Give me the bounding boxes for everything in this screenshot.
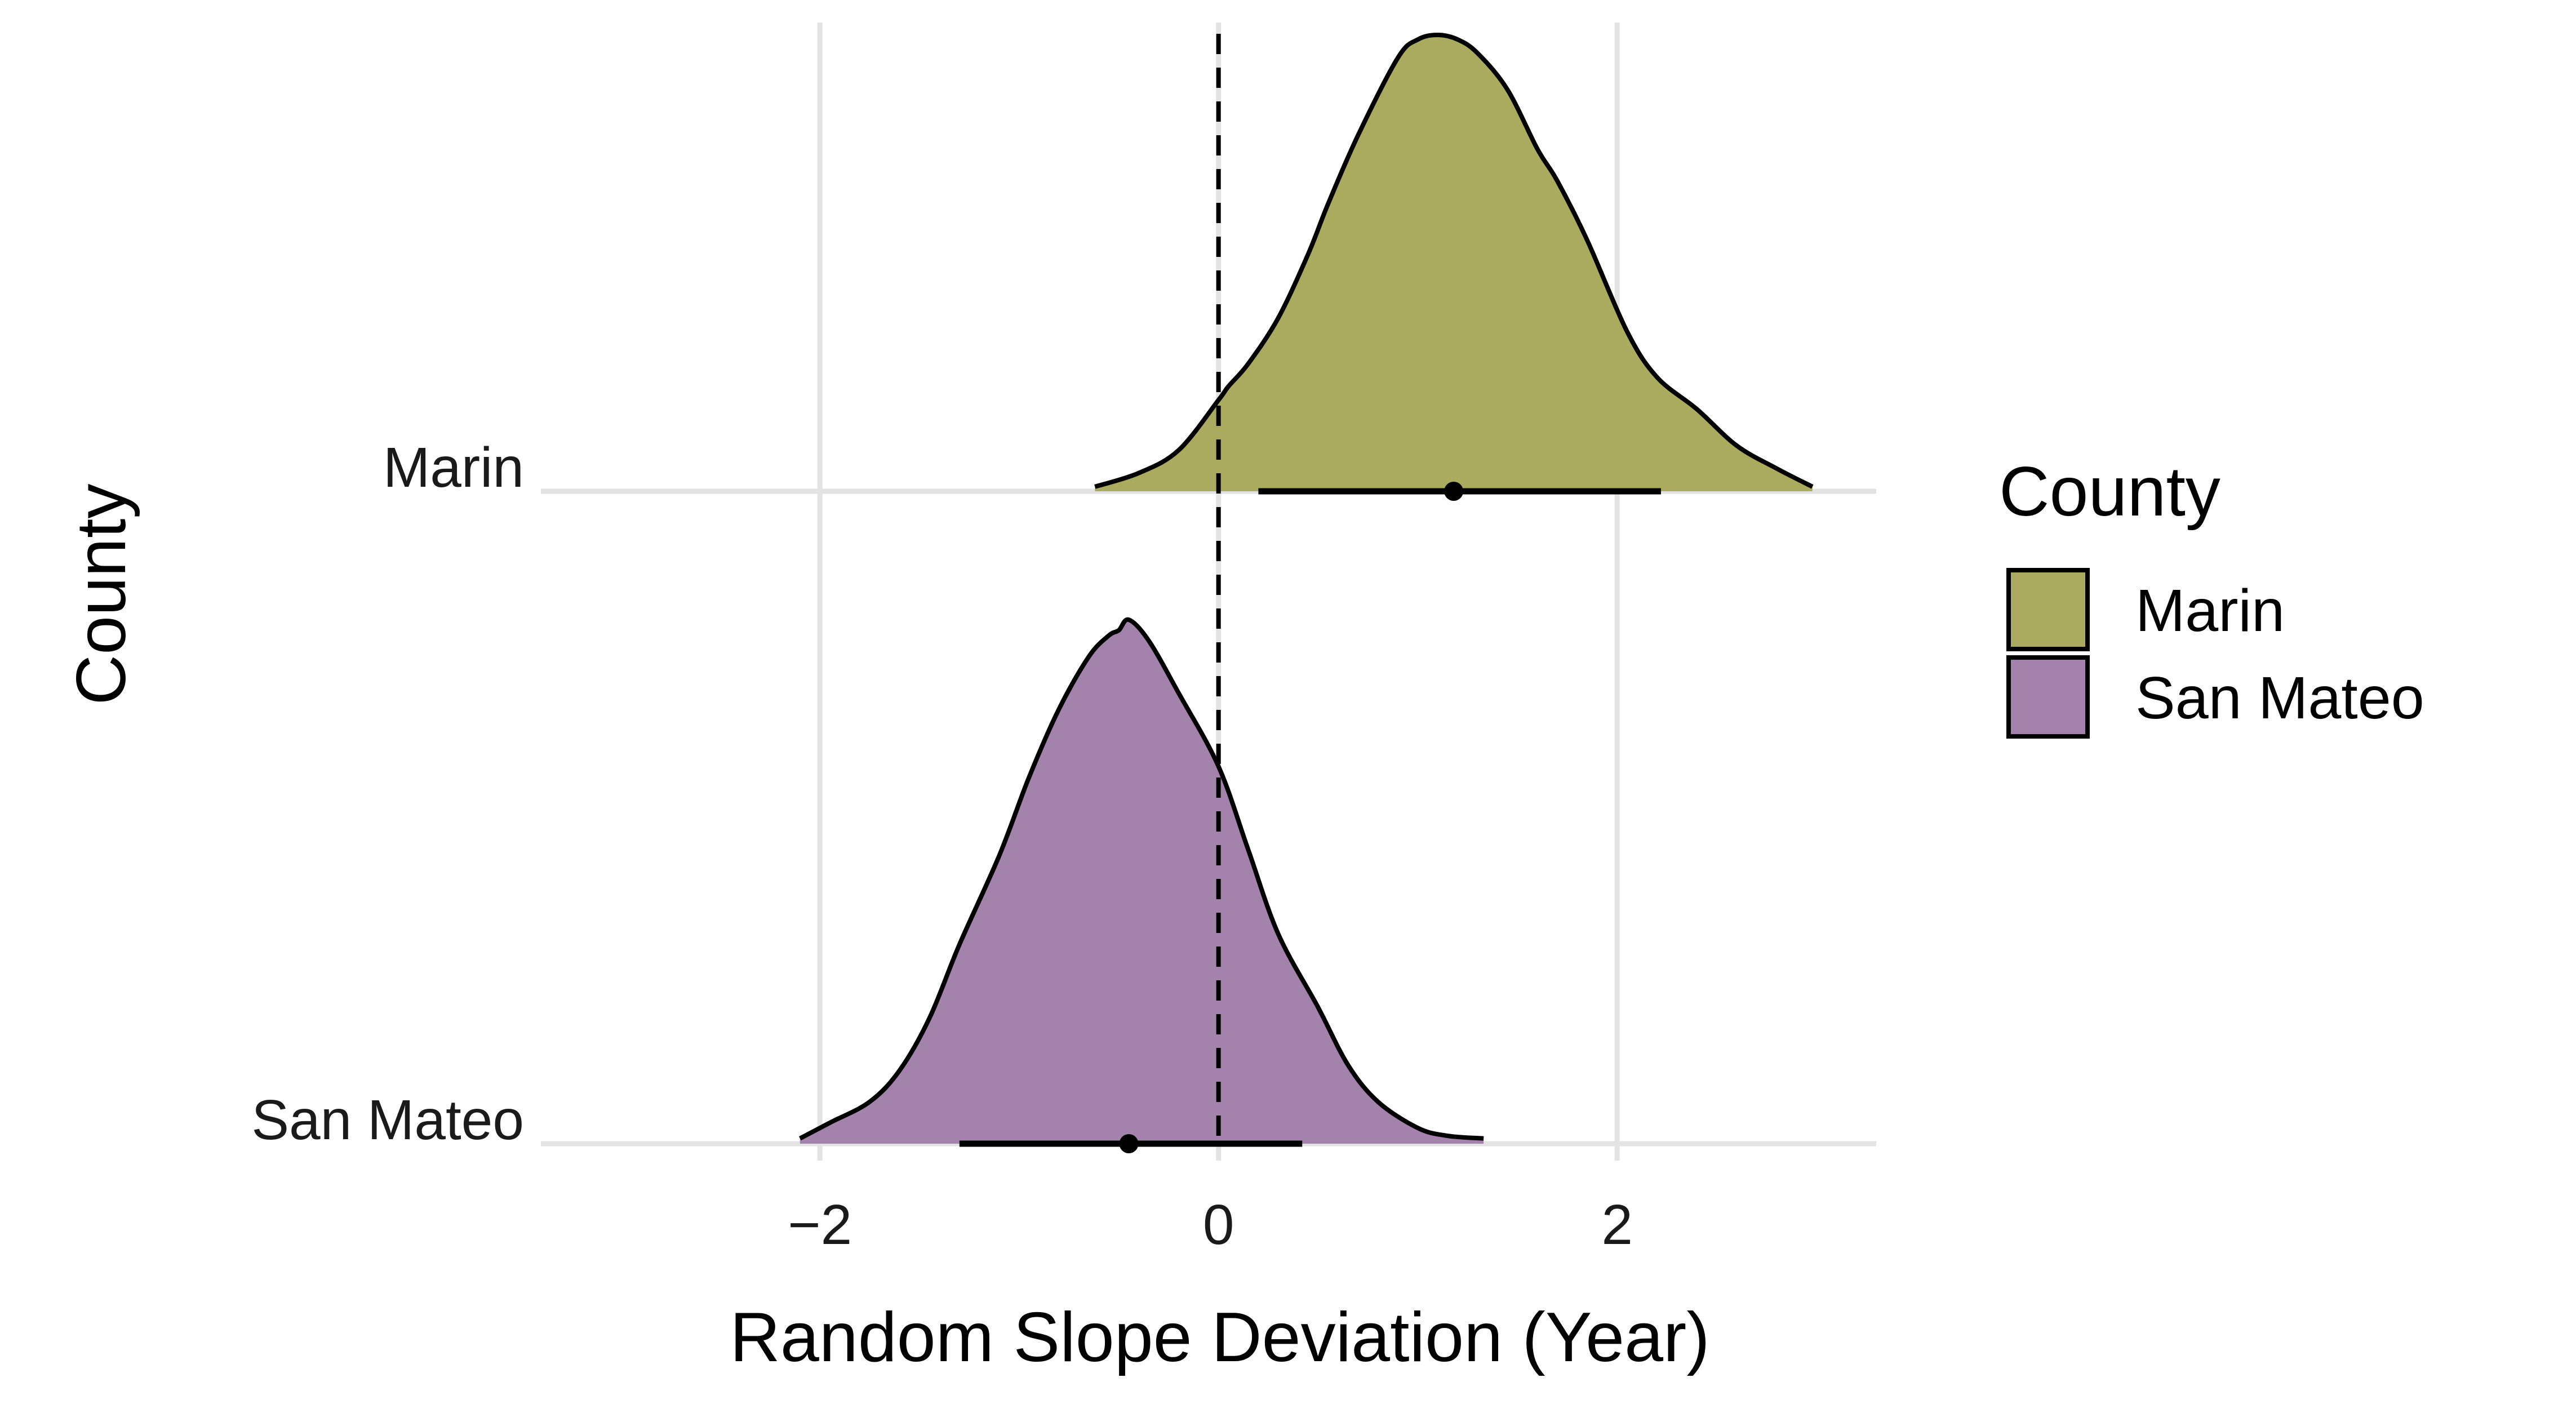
density-outline-marin (1094, 33, 1814, 489)
y-tick-labels: Marin San Mateo (251, 436, 524, 1152)
legend-label-san-mateo: San Mateo (2135, 665, 2424, 731)
interval-group (959, 482, 1661, 1153)
x-axis-title: Random Slope Deviation (Year) (730, 1299, 1709, 1376)
legend-swatch-san-mateo (2006, 655, 2090, 739)
legend-items: Marin San Mateo (2006, 568, 2424, 739)
legend-title: County (1999, 453, 2220, 531)
x-tick-label-2: 2 (1601, 1193, 1633, 1256)
y-tick-label-marin: Marin (383, 436, 524, 499)
density-fill-san-mateo (800, 619, 1484, 1144)
legend: County Marin San Mateo (1999, 453, 2424, 739)
x-tick-label-0: −2 (788, 1193, 852, 1256)
y-tick-label-san-mateo: San Mateo (251, 1088, 524, 1152)
x-tick-labels: −2 0 2 (788, 1193, 1633, 1256)
y-axis-title: County (63, 484, 140, 705)
density-outline-san-mateo (798, 617, 1484, 1141)
x-tick-label-1: 0 (1203, 1193, 1234, 1256)
density-fill-marin (1095, 35, 1813, 491)
legend-label-marin: Marin (2135, 577, 2285, 644)
legend-swatch-marin (2006, 568, 2090, 651)
median-point-san-mateo (1119, 1134, 1139, 1153)
median-point-marin (1444, 482, 1464, 501)
density-ridges (798, 33, 1814, 1144)
